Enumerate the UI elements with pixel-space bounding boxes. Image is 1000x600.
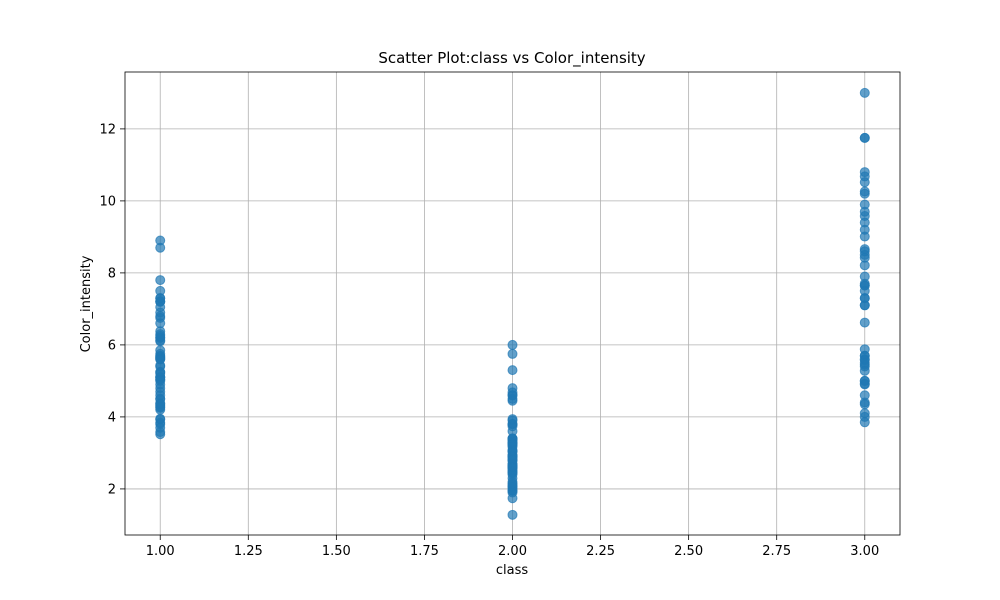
y-tick-label: 6 [108,338,116,353]
y-tick-label: 10 [99,194,116,209]
data-point [859,246,870,257]
data-point [859,357,870,368]
data-point [859,132,870,143]
x-tick-label: 2.75 [762,544,791,559]
x-axis-ticks: 1.00 1.25 1.50 1.75 2.00 2.25 2.50 2.75 3.00 [146,535,879,559]
x-tick-label: 2.00 [498,544,527,559]
y-tick-label: 4 [108,410,116,425]
grid [125,72,900,535]
data-point [155,379,166,390]
data-point [155,398,166,409]
data-point [507,462,518,473]
data-points [155,87,870,520]
data-point [155,354,166,365]
x-tick-label: 2.25 [586,544,615,559]
data-point [859,206,870,217]
data-point [859,293,870,304]
chart-title: Scatter Plot:class vs Color_intensity [378,49,645,68]
data-point [155,275,166,286]
data-point [155,311,166,322]
data-point [859,344,870,355]
x-tick-label: 1.25 [234,544,263,559]
data-point [859,317,870,328]
data-point [155,235,166,246]
x-axis-label: class [496,563,528,578]
x-tick-label: 2.50 [674,544,703,559]
data-point [155,302,166,313]
y-axis-label: Color_intensity [79,255,94,352]
data-point [155,390,166,401]
data-point [507,348,518,359]
data-point [507,509,518,520]
data-point [859,411,870,422]
data-point [507,479,518,490]
data-point [507,365,518,376]
x-tick-label: 1.75 [410,544,439,559]
data-point [507,383,518,394]
data-point [507,438,518,449]
data-point [859,167,870,178]
data-point [507,339,518,350]
x-tick-label: 3.00 [850,544,879,559]
data-point [155,367,166,378]
data-point [507,414,518,425]
data-point [155,422,166,433]
data-point [859,397,870,408]
y-tick-label: 2 [108,482,116,497]
x-tick-label: 1.00 [146,544,175,559]
y-tick-label: 12 [99,122,116,137]
data-point [859,87,870,98]
data-point [859,188,870,199]
y-tick-label: 8 [108,266,116,281]
data-point [859,379,870,390]
data-point [859,177,870,188]
data-point [155,326,166,337]
data-point [155,345,166,356]
data-point [155,293,166,304]
y-axis-ticks: 2 4 6 8 10 12 [99,122,125,497]
data-point [859,278,870,289]
x-tick-label: 1.50 [322,544,351,559]
data-point [507,393,518,404]
data-point [859,224,870,235]
